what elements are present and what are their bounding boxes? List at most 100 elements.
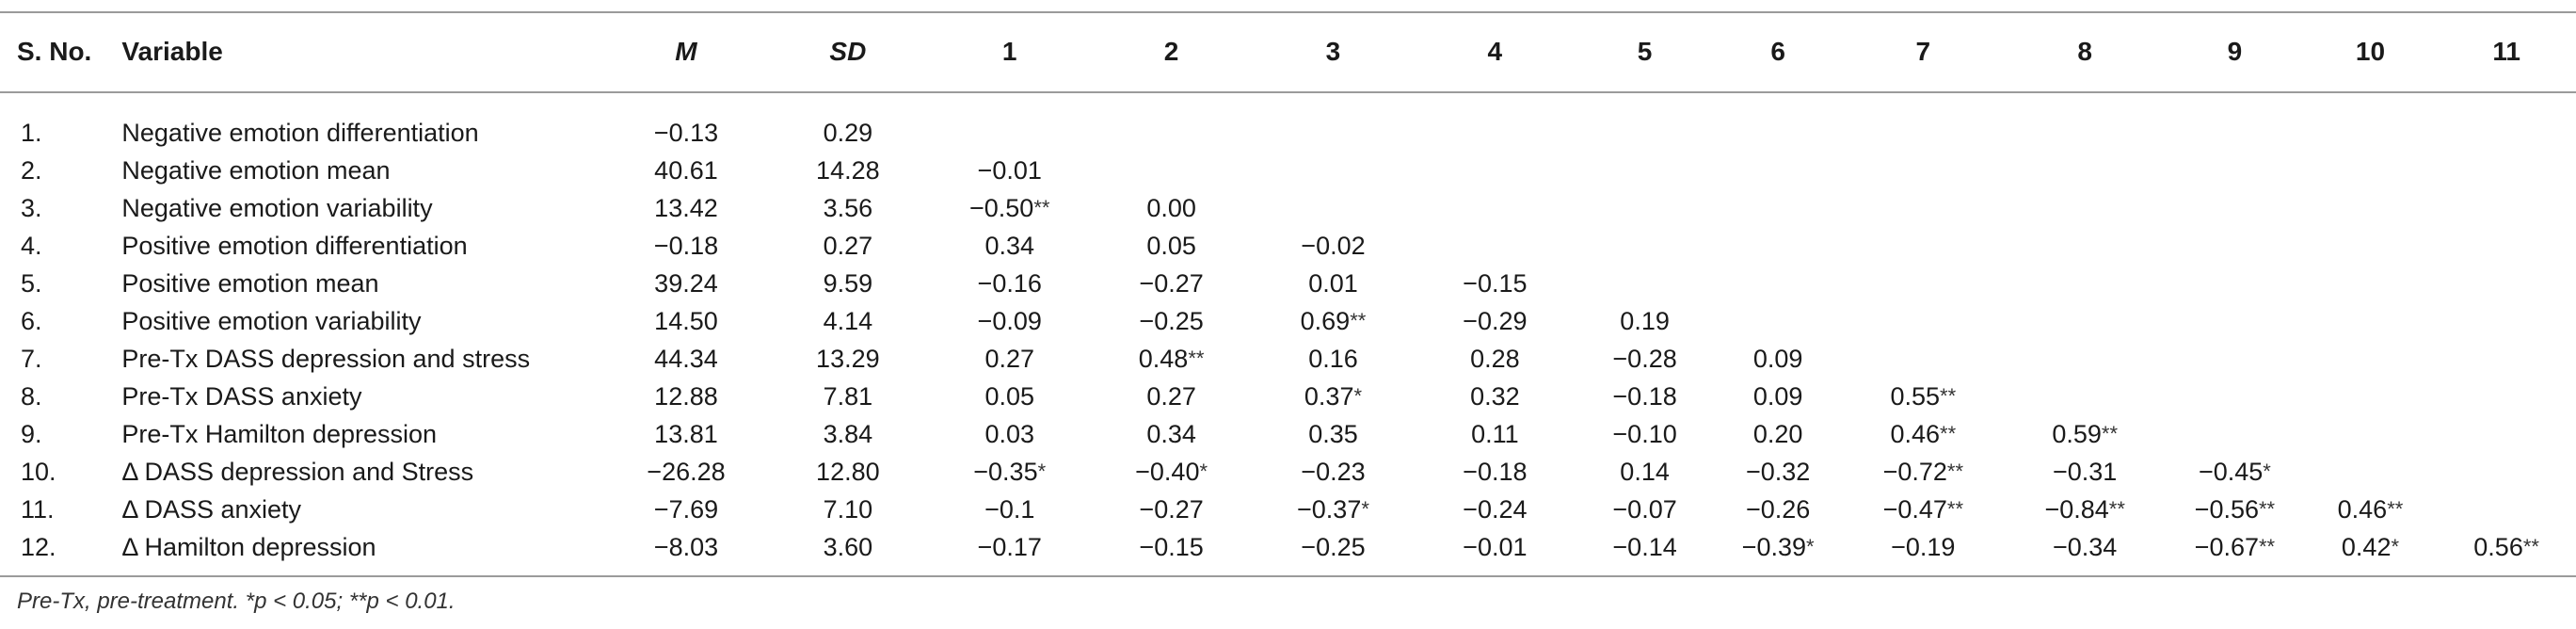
- correlation-cell: −0.25: [1301, 532, 1366, 561]
- table-row: 9. Pre-Tx Hamilton depression 13.81 3.84 0.0…: [0, 415, 2576, 453]
- significance-marker: **: [1940, 383, 1957, 408]
- correlation-cell: [2437, 491, 2576, 528]
- correlation-cell: [2304, 227, 2438, 265]
- correlation-cell: [2004, 378, 2166, 415]
- correlation-cell: [1576, 91, 1714, 152]
- correlation-cell: −0.39*: [1741, 532, 1815, 561]
- correlation-cell: [2304, 189, 2438, 227]
- correlation-cell: 0.42*: [2341, 532, 2400, 561]
- correlation-cell: [1253, 91, 1415, 152]
- correlation-cell: [2004, 227, 2166, 265]
- correlation-cell: 0.27: [984, 344, 1034, 373]
- correlation-cell: −0.67**: [2194, 532, 2276, 561]
- mean-value: −0.18: [653, 231, 719, 260]
- correlation-cell: [929, 91, 1091, 152]
- correlation-cell: [2304, 378, 2438, 415]
- correlation-cell: [1414, 189, 1576, 227]
- correlation-cell: 0.05: [984, 381, 1034, 411]
- mean-value: −26.28: [647, 457, 726, 486]
- col-header-mean: M: [675, 36, 697, 66]
- variable-name: Negative emotion variability: [121, 193, 433, 222]
- correlation-cell: [2437, 265, 2576, 302]
- col-header-3: 3: [1325, 36, 1341, 66]
- correlation-cell: [1842, 227, 2004, 265]
- sd-value: 4.14: [823, 306, 873, 335]
- row-number: 4.: [21, 231, 42, 260]
- significance-marker: **: [1946, 459, 1964, 483]
- row-number: 10.: [21, 457, 56, 486]
- variable-name: Positive emotion mean: [121, 268, 379, 298]
- col-header-variable: Variable: [121, 36, 223, 66]
- col-header-5: 5: [1637, 36, 1653, 66]
- correlation-cell: −0.32: [1745, 457, 1811, 486]
- significance-marker: **: [2108, 496, 2125, 521]
- sd-value: 9.59: [823, 268, 873, 298]
- variable-name: Δ Hamilton depression: [121, 532, 376, 561]
- correlation-cell: 0.46**: [1890, 419, 1957, 448]
- correlation-cell: [1714, 302, 1842, 340]
- correlation-cell: [1253, 189, 1415, 227]
- correlation-cell: −0.01: [977, 155, 1042, 185]
- variable-name: Positive emotion differentiation: [121, 231, 468, 260]
- variable-name: Pre-Tx Hamilton depression: [121, 419, 438, 448]
- correlation-cell: [2166, 189, 2304, 227]
- correlation-cell: −0.15: [1463, 268, 1528, 298]
- sd-value: 12.80: [816, 457, 880, 486]
- col-header-sno: S. No.: [17, 36, 92, 66]
- correlation-cell: [1714, 152, 1842, 189]
- correlation-cell: [2304, 91, 2438, 152]
- row-number: 6.: [21, 306, 42, 335]
- correlation-cell: −0.19: [1891, 532, 1956, 561]
- correlation-cell: 0.37*: [1304, 381, 1363, 411]
- correlation-cell: 0.59**: [2052, 419, 2119, 448]
- correlation-cell: −0.01: [1463, 532, 1528, 561]
- correlation-cell: −0.56**: [2194, 494, 2276, 524]
- correlation-cell: [1842, 91, 2004, 152]
- correlation-cell: [1842, 265, 2004, 302]
- col-header-8: 8: [2077, 36, 2092, 66]
- correlation-cell: 0.34: [1146, 419, 1196, 448]
- correlation-cell: [2304, 415, 2438, 453]
- significance-marker: *: [1806, 534, 1815, 558]
- significance-marker: *: [2391, 534, 2400, 558]
- correlation-cell: 0.35: [1308, 419, 1358, 448]
- sd-value: 7.10: [823, 494, 873, 524]
- correlation-cell: [1576, 152, 1714, 189]
- correlation-cell: 0.05: [1146, 231, 1196, 260]
- correlation-cell: −0.27: [1139, 494, 1204, 524]
- correlation-cell: [1091, 152, 1253, 189]
- correlation-cell: [1842, 189, 2004, 227]
- correlation-cell: 0.09: [1752, 381, 1803, 411]
- sd-value: 3.84: [823, 419, 873, 448]
- correlation-cell: −0.18: [1612, 381, 1677, 411]
- correlation-cell: [2004, 265, 2166, 302]
- correlation-cell: −0.37*: [1297, 494, 1369, 524]
- correlation-cell: 0.69**: [1300, 306, 1367, 335]
- variable-name: Negative emotion mean: [121, 155, 391, 185]
- correlation-cell: [2304, 340, 2438, 378]
- sd-value: 0.29: [823, 119, 873, 147]
- correlation-table: S. No. Variable M SD 1 2 3 4 5 6 7 8 9 1…: [0, 11, 2576, 566]
- mean-value: 12.88: [654, 381, 718, 411]
- correlation-cell: 0.16: [1308, 344, 1358, 373]
- correlation-cell: −0.72**: [1882, 457, 1964, 486]
- col-header-6: 6: [1770, 36, 1785, 66]
- correlation-cell: [2437, 189, 2576, 227]
- correlation-cell: −0.17: [977, 532, 1042, 561]
- correlation-cell: −0.09: [977, 306, 1042, 335]
- correlation-cell: 0.55**: [1890, 381, 1957, 411]
- table-row: 5. Positive emotion mean 39.24 9.59 −0.16 −0.…: [0, 265, 2576, 302]
- significance-marker: *: [1199, 459, 1208, 483]
- sd-value: 13.29: [816, 344, 880, 373]
- row-number: 11.: [21, 494, 55, 524]
- table-row: 12. Δ Hamilton depression −8.03 3.60 −0.17 −0…: [0, 528, 2576, 566]
- correlation-cell: 0.20: [1752, 419, 1803, 448]
- col-header-4: 4: [1487, 36, 1503, 66]
- correlation-cell: [2304, 152, 2438, 189]
- correlation-cell: [1714, 265, 1842, 302]
- mean-value: −8.03: [653, 532, 719, 561]
- sd-value: 3.56: [823, 193, 873, 222]
- significance-marker: *: [1037, 459, 1047, 483]
- correlation-cell: [2437, 91, 2576, 152]
- correlation-cell: −0.27: [1139, 268, 1204, 298]
